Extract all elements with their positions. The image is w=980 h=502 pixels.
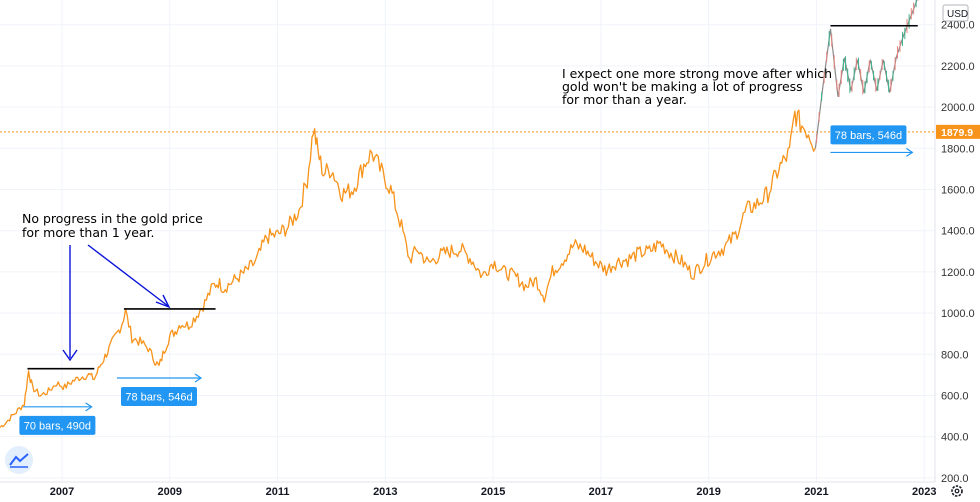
range-badge[interactable] [120, 386, 197, 406]
y-tick-label: 400.0 [941, 432, 969, 444]
current-price-tag-bg [936, 124, 980, 139]
range-badge-label: 78 bars, 546d [125, 391, 192, 403]
x-tick-label: 2017 [589, 486, 613, 498]
current-price-tag-text: 1879.9 [941, 127, 973, 139]
time-axis[interactable]: 2007 2009 2011 2013 2015 2017 2019 2021 2023 [50, 486, 937, 498]
x-tick-label: 2021 [804, 486, 828, 498]
y-tick-label: 1400.0 [941, 226, 975, 238]
x-tick-label: 2011 [266, 486, 290, 498]
y-tick-label: 1600.0 [941, 185, 975, 197]
arrow-line-diagonal [87, 244, 169, 307]
resistance-lines [27, 24, 918, 370]
annotation-right: I expect one more strong move after whic… [562, 66, 832, 107]
annotation-arrows [62, 244, 171, 362]
range-badge[interactable] [830, 125, 907, 145]
annotation-right-line-2: gold won't be making a lot of progress [562, 79, 803, 94]
x-tick-label: 2013 [373, 486, 397, 498]
y-tick-label: 600.0 [941, 390, 969, 402]
annotation-left-line-2: for more than 1 year. [22, 225, 155, 240]
range-arrow-head [906, 147, 914, 157]
currency-badge-box[interactable] [942, 4, 969, 22]
range-arrow-head [194, 373, 203, 383]
y-tick-label: 1000.0 [941, 308, 975, 320]
current-price-tag: 1879.9 [936, 124, 980, 139]
x-tick-label: 2009 [158, 486, 182, 498]
annotation-left: No progress in the gold price for more t… [22, 211, 203, 240]
y-tick-label: 800.0 [941, 349, 969, 361]
y-tick-label: 1800.0 [941, 143, 975, 155]
x-tick-label: 2023 [912, 486, 936, 498]
settings-gear-icon[interactable] [951, 485, 963, 497]
annotation-left-line-1: No progress in the gold price [22, 211, 203, 226]
y-tick-label: 2200.0 [941, 61, 975, 73]
arrow-head-vertical [62, 349, 78, 362]
gear-outer[interactable] [951, 485, 963, 497]
annotation-right-line-1: I expect one more strong move after whic… [562, 66, 832, 81]
x-tick-label: 2015 [481, 486, 505, 498]
tradingview-logo[interactable] [5, 446, 33, 474]
y-tick-label: 2000.0 [941, 102, 975, 114]
horizontal-gridlines [0, 24, 935, 479]
x-tick-label: 2019 [696, 486, 720, 498]
currency-badge-text: USD [947, 9, 968, 20]
range-measurements: 70 bars, 490d 78 bars, 546d 78 bars, 546d [19, 125, 914, 435]
gear-inner [954, 488, 960, 494]
y-tick-label: 2400.0 [941, 20, 975, 32]
range-badge[interactable] [19, 415, 96, 435]
y-tick-label: 200.0 [941, 473, 969, 485]
gold-price-series [0, 109, 816, 428]
price-axis[interactable]: 2400.0 2200.0 2000.0 1800.0 1600.0 1400.0 1200… [941, 20, 975, 485]
currency-badge[interactable]: USD [942, 4, 969, 22]
logo-icon [9, 453, 29, 466]
range-badge-label: 78 bars, 546d [835, 130, 902, 142]
x-tick-label: 2007 [50, 486, 74, 498]
arrow-head-diagonal [155, 294, 171, 309]
range-badge-label: 70 bars, 490d [24, 420, 91, 432]
projection-candles [816, 0, 920, 144]
y-tick-label: 1200.0 [941, 267, 975, 279]
annotation-right-line-3: for mor than a year. [562, 92, 687, 107]
range-arrow-head [85, 402, 93, 412]
